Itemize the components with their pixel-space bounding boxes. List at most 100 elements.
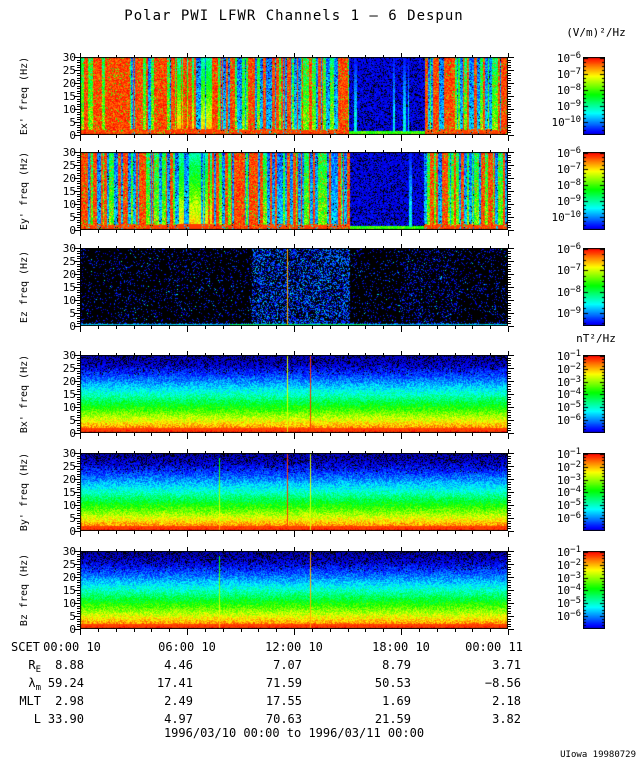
axis-tick	[508, 199, 511, 200]
axis-tick	[508, 323, 511, 324]
axis-tick	[508, 556, 511, 557]
axis-tick	[258, 230, 259, 233]
axis-tick	[258, 135, 259, 138]
axis-tick	[508, 181, 511, 182]
axis-tick	[151, 326, 152, 329]
axis-tick	[187, 433, 188, 439]
colorbar-exponent: −4	[570, 583, 581, 593]
axis-tick	[508, 264, 511, 265]
axis-tick	[508, 88, 511, 89]
axis-tick	[472, 326, 473, 329]
scet-tick-label: 00:00 10	[27, 640, 117, 654]
axis-tick	[508, 65, 511, 66]
axis-tick	[508, 310, 511, 311]
ephemeris-value: 4.46	[133, 658, 193, 672]
axis-tick	[508, 551, 514, 552]
colorbar-base: 10	[557, 350, 570, 363]
axis-tick	[134, 135, 135, 138]
colorbar-tick-label: 10−6	[544, 512, 581, 525]
colorbar-exponent: −3	[570, 571, 581, 581]
axis-tick	[508, 479, 514, 480]
axis-tick	[508, 297, 511, 298]
axis-tick	[508, 160, 511, 161]
axis-tick	[294, 629, 295, 635]
ephemeris-value: 2.49	[133, 694, 193, 708]
ytick-label: 0	[46, 320, 76, 333]
colorbar-tick-label: 10−6	[544, 243, 581, 256]
axis-tick	[508, 99, 511, 100]
axis-tick	[437, 531, 438, 534]
axis-tick	[508, 303, 511, 304]
axis-tick	[508, 420, 514, 421]
axis-tick	[187, 230, 188, 236]
colorbar-exponent: −2	[570, 362, 581, 372]
colorbar-tick-label: 10−2	[544, 363, 581, 376]
axis-tick	[419, 326, 420, 329]
colorbar-base: 10	[551, 116, 564, 129]
axis-tick	[419, 433, 420, 436]
ytick-label: 0	[46, 623, 76, 636]
axis-tick	[490, 531, 491, 534]
axis-tick	[472, 230, 473, 233]
axis-tick	[134, 326, 135, 329]
axis-tick	[508, 425, 511, 426]
axis-tick	[116, 433, 117, 436]
axis-tick	[508, 611, 511, 612]
panel-ylabel-bz: Bz freq (Hz)	[19, 545, 33, 635]
colorbar-bx	[583, 355, 605, 433]
colorbar-exponent: −7	[570, 263, 581, 273]
colorbar-base: 10	[557, 388, 570, 401]
axis-tick	[508, 168, 511, 169]
axis-tick	[508, 162, 511, 163]
axis-tick	[508, 91, 511, 92]
axis-tick	[508, 207, 511, 208]
axis-tick	[187, 531, 188, 537]
colorbar-tick-label: 10−9	[544, 307, 581, 320]
axis-tick	[508, 230, 509, 236]
ytick-label: 10	[46, 401, 76, 414]
axis-tick	[169, 433, 170, 436]
axis-tick	[508, 399, 511, 400]
axis-tick	[508, 487, 511, 488]
axis-tick	[383, 531, 384, 534]
axis-tick	[508, 410, 511, 411]
axis-tick	[508, 489, 511, 490]
axis-tick	[508, 101, 511, 102]
ytick-label: 0	[46, 224, 76, 237]
axis-tick	[383, 433, 384, 436]
colorbar-tick-label: 10−2	[544, 559, 581, 572]
spectrogram-ey	[80, 152, 508, 230]
ytick-label: 0	[46, 129, 76, 142]
colorbar-base: 10	[557, 376, 570, 389]
ytick-label: 25	[46, 460, 76, 473]
axis-tick	[223, 531, 224, 534]
axis-tick	[472, 531, 473, 534]
colorbar-exponent: −1	[570, 545, 581, 555]
axis-tick	[508, 402, 511, 403]
axis-tick	[187, 629, 188, 635]
axis-tick	[508, 175, 511, 176]
axis-tick	[419, 629, 420, 632]
ytick-label: 10	[46, 499, 76, 512]
axis-tick	[508, 407, 514, 408]
axis-tick	[508, 277, 511, 278]
axis-tick	[508, 316, 511, 317]
axis-tick	[508, 112, 511, 113]
axis-tick	[508, 518, 514, 519]
ephemeris-value: 1.69	[351, 694, 411, 708]
axis-tick	[508, 629, 509, 635]
axis-tick	[508, 595, 511, 596]
colorbar-exponent: −6	[570, 413, 581, 423]
axis-tick	[205, 230, 206, 233]
axis-tick	[508, 282, 511, 283]
axis-tick	[365, 326, 366, 329]
axis-tick	[276, 629, 277, 632]
axis-tick	[508, 502, 511, 503]
axis-tick	[508, 326, 509, 332]
axis-tick	[508, 57, 514, 58]
axis-tick	[472, 629, 473, 632]
axis-tick	[330, 326, 331, 329]
axis-tick	[508, 590, 514, 591]
colorbar-base: 10	[557, 401, 570, 414]
colorbar-exponent: −6	[570, 146, 581, 156]
